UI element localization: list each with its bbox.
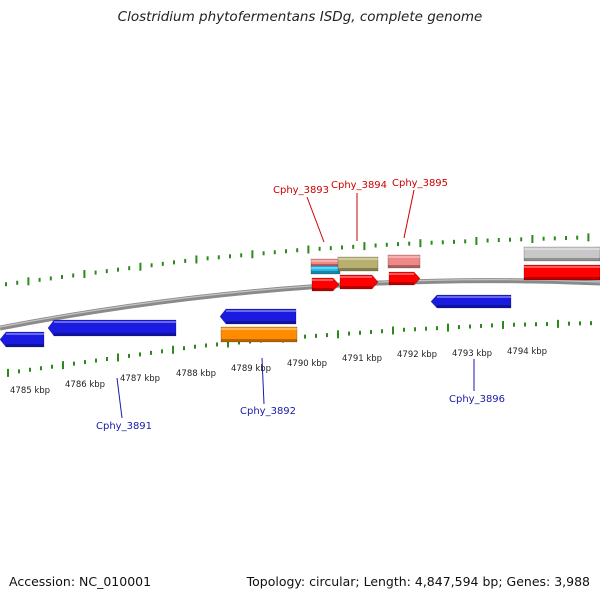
gene-shade [6, 344, 44, 347]
gene-highlight [6, 333, 44, 335]
gene-highlight [311, 267, 340, 269]
gene-cphy-3895[interactable] [387, 254, 421, 269]
gene-highlight [524, 248, 600, 250]
gene-label-connector [261, 357, 265, 405]
gene-shade [54, 333, 176, 336]
gene-label-cphy-3892[interactable]: Cphy_3892 [240, 406, 296, 417]
kbp-label: 4789 kbp [231, 364, 271, 374]
gene-shade [221, 339, 297, 342]
gene-red-b[interactable] [339, 274, 379, 290]
gene-label-cphy-3896[interactable]: Cphy_3896 [449, 394, 505, 405]
gene-red-right[interactable] [523, 264, 600, 281]
gene-label-cphy-3894[interactable]: Cphy_3894 [331, 180, 387, 191]
gene-highlight [524, 266, 600, 268]
gene-shade [524, 258, 600, 261]
gene-cphy-3891[interactable] [47, 319, 177, 337]
outer-tick-ring [5, 233, 590, 287]
gene-red-a[interactable] [311, 277, 340, 292]
gene-shade [340, 286, 372, 289]
kbp-label: 4793 kbp [452, 349, 492, 359]
gene-shade [226, 321, 296, 324]
gene-highlight [437, 296, 511, 298]
kbp-label: 4786 kbp [65, 380, 105, 390]
gene-grey-right[interactable] [523, 246, 600, 262]
map-title: Clostridium phytofermentans ISDg, comple… [117, 9, 483, 25]
gene-cphy-3894[interactable] [337, 256, 379, 272]
gene-label-cphy-3893[interactable]: Cphy_3893 [273, 185, 329, 196]
gene-shade [389, 282, 414, 285]
gene-shade [437, 305, 511, 308]
gene-highlight [388, 256, 420, 258]
gene-shade [338, 268, 378, 271]
gene-shade [388, 265, 420, 268]
gene-cphy-3893-cyan[interactable] [310, 265, 341, 275]
gene-blue-mid[interactable] [219, 308, 297, 325]
gene-blue-left-edge[interactable] [0, 331, 45, 348]
gene-highlight [54, 321, 176, 323]
gene-cphy-3896[interactable] [430, 294, 512, 309]
genome-summary-text: Topology: circular; Length: 4,847,594 bp… [246, 574, 590, 589]
gene-label-cphy-3895[interactable]: Cphy_3895 [392, 178, 448, 189]
gene-label-cphy-3891[interactable]: Cphy_3891 [96, 421, 152, 432]
gene-highlight [311, 260, 340, 262]
gene-label-connector [116, 377, 123, 419]
gene-highlight [338, 258, 378, 260]
gene-cphy-3892[interactable] [220, 326, 298, 343]
gene-shade [311, 271, 340, 274]
gene-shade [312, 288, 333, 291]
gene-highlight [226, 310, 296, 312]
gene-highlight [312, 279, 333, 281]
kbp-label: 4794 kbp [507, 347, 547, 357]
inner-tick-ring [7, 319, 592, 377]
gene-highlight [221, 328, 297, 330]
gene-highlight [389, 273, 414, 275]
gene-highlight [340, 276, 372, 278]
gene-red-c[interactable] [388, 271, 421, 286]
kbp-label: 4792 kbp [397, 350, 437, 360]
kbp-label: 4788 kbp [176, 369, 216, 379]
kbp-label: 4791 kbp [342, 354, 382, 364]
gene-label-connector [403, 189, 415, 239]
genome-backbone [0, 278, 600, 331]
gene-shade [524, 277, 600, 280]
gene-shade [311, 264, 340, 267]
kbp-label: 4785 kbp [10, 386, 50, 396]
gene-label-connector [306, 196, 325, 243]
accession-text: Accession: NC_010001 [9, 574, 152, 589]
kbp-label: 4790 kbp [287, 359, 327, 369]
kbp-label: 4787 kbp [120, 374, 160, 384]
